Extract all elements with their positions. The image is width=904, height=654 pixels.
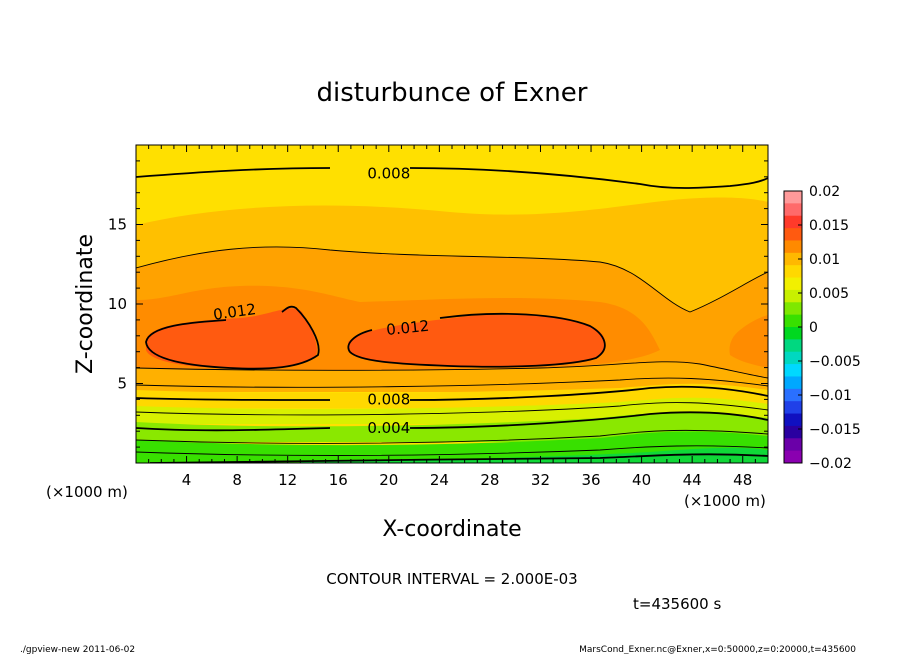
contour-0.008-lower bbox=[136, 385, 768, 401]
contour-lower-thin-2 bbox=[136, 377, 768, 388]
colorbar-swatch bbox=[784, 364, 802, 377]
contour-lower-thin-4 bbox=[136, 429, 768, 444]
colorbar-swatch bbox=[784, 277, 802, 291]
colorbar-tick-label: −0.015 bbox=[809, 422, 861, 438]
y-tick-label: 15 bbox=[108, 216, 127, 234]
contour-0.008-upper bbox=[136, 167, 768, 189]
contour-lines bbox=[136, 167, 768, 463]
colorbar-swatch bbox=[784, 265, 802, 279]
contour-0.012-right bbox=[347, 312, 606, 368]
colorbar-swatch bbox=[784, 450, 802, 464]
contour-0.004 bbox=[136, 411, 768, 432]
field-band-lower-2 bbox=[136, 383, 768, 408]
x-axis: 4 8 12 16 20 24 28 32 36 40 44 48 bbox=[148, 145, 756, 489]
contour-label: 0.008 bbox=[367, 165, 410, 183]
colorbar-swatch bbox=[784, 289, 802, 303]
contour-label: 0.012 bbox=[212, 300, 257, 324]
colorbar-tick-label: 0 bbox=[809, 320, 818, 336]
contour-lower-thin-3 bbox=[136, 402, 768, 416]
x-tick-label: 36 bbox=[581, 471, 600, 489]
colorbar-swatch bbox=[784, 191, 802, 204]
contour-interval-text: CONTOUR INTERVAL = 2.000E-03 bbox=[326, 570, 577, 588]
contour-lower-thin-5 bbox=[136, 445, 768, 457]
colorbar-swatch bbox=[784, 240, 802, 254]
x-tick-label: 32 bbox=[531, 471, 550, 489]
colorbar-tick-label: 0.01 bbox=[809, 252, 840, 268]
x-unit-left: (×1000 m) bbox=[46, 483, 128, 501]
x-tick-label: 12 bbox=[278, 471, 297, 489]
time-text: t=435600 s bbox=[633, 595, 721, 613]
x-tick-label: 44 bbox=[683, 471, 702, 489]
field-band-lower-1 bbox=[136, 361, 768, 392]
colorbar-swatch bbox=[784, 413, 802, 427]
colorbar-swatch bbox=[784, 339, 802, 353]
contour-0.012-left bbox=[145, 305, 320, 370]
colorbar-swatch bbox=[784, 314, 802, 328]
colorbar-swatch bbox=[784, 351, 802, 365]
colorbar-tick-label: 0.02 bbox=[809, 184, 840, 200]
colorbar-tick-label: 0.015 bbox=[809, 218, 849, 234]
y-tick-label: 10 bbox=[108, 295, 127, 313]
contour-field: 0.008 0.012 0.012 0.008 0.004 bbox=[136, 145, 768, 463]
colorbar-swatch bbox=[784, 215, 802, 229]
y-axis-label: Z-coordinate bbox=[73, 234, 98, 374]
y-tick-label: 5 bbox=[117, 375, 127, 393]
colorbar-swatch bbox=[784, 438, 802, 452]
field-patch-right bbox=[729, 315, 768, 368]
contour-lower-thin-1 bbox=[136, 361, 768, 379]
colorbar-swatch bbox=[784, 228, 802, 241]
x-tick-label: 16 bbox=[329, 471, 348, 489]
colorbar-tick-label: −0.02 bbox=[809, 456, 852, 472]
x-tick-label: 4 bbox=[182, 471, 192, 489]
x-unit-right: (×1000 m) bbox=[684, 492, 766, 510]
contour-upper-thin bbox=[136, 246, 768, 313]
footer-left: ./gpview-new 2011-06-02 bbox=[20, 645, 135, 654]
x-tick-label: 48 bbox=[733, 471, 752, 489]
colorbar-tick-label: −0.01 bbox=[809, 388, 852, 404]
x-tick-label: 24 bbox=[430, 471, 449, 489]
field-band-bottom bbox=[300, 447, 768, 463]
y-axis: 5 10 15 bbox=[108, 160, 768, 448]
field-core-right bbox=[348, 314, 606, 368]
colorbar-tick-label: 0.005 bbox=[809, 286, 849, 302]
colorbar-swatch bbox=[784, 203, 802, 217]
x-tick-label: 8 bbox=[232, 471, 242, 489]
contour-label: 0.008 bbox=[367, 390, 410, 408]
colorbar-swatch bbox=[784, 425, 802, 439]
colorbar-swatch bbox=[784, 388, 802, 402]
x-tick-label: 20 bbox=[379, 471, 398, 489]
colorbar-swatch bbox=[784, 376, 802, 390]
colorbar: 0.02 0.015 0.01 0.005 0 −0.005 −0.01 −0.015 −0.0… bbox=[783, 184, 861, 472]
contour-labels: 0.008 0.012 0.012 0.008 0.004 bbox=[212, 165, 430, 437]
colorbar-swatch bbox=[784, 302, 802, 316]
colorbar-tick-label: −0.005 bbox=[809, 354, 861, 370]
colorbar-swatch bbox=[784, 401, 802, 415]
x-axis-label: X-coordinate bbox=[382, 517, 521, 542]
colorbar-swatch bbox=[784, 327, 802, 340]
contour-label: 0.012 bbox=[385, 317, 430, 339]
contour-label: 0.004 bbox=[367, 419, 410, 437]
x-tick-label: 40 bbox=[632, 471, 651, 489]
colorbar-swatch bbox=[784, 252, 802, 266]
chart-title: disturbunce of Exner bbox=[317, 78, 588, 108]
footer-right: MarsCond_Exner.nc@Exner,x=0:50000,z=0:20… bbox=[579, 645, 856, 654]
x-tick-label: 28 bbox=[480, 471, 499, 489]
